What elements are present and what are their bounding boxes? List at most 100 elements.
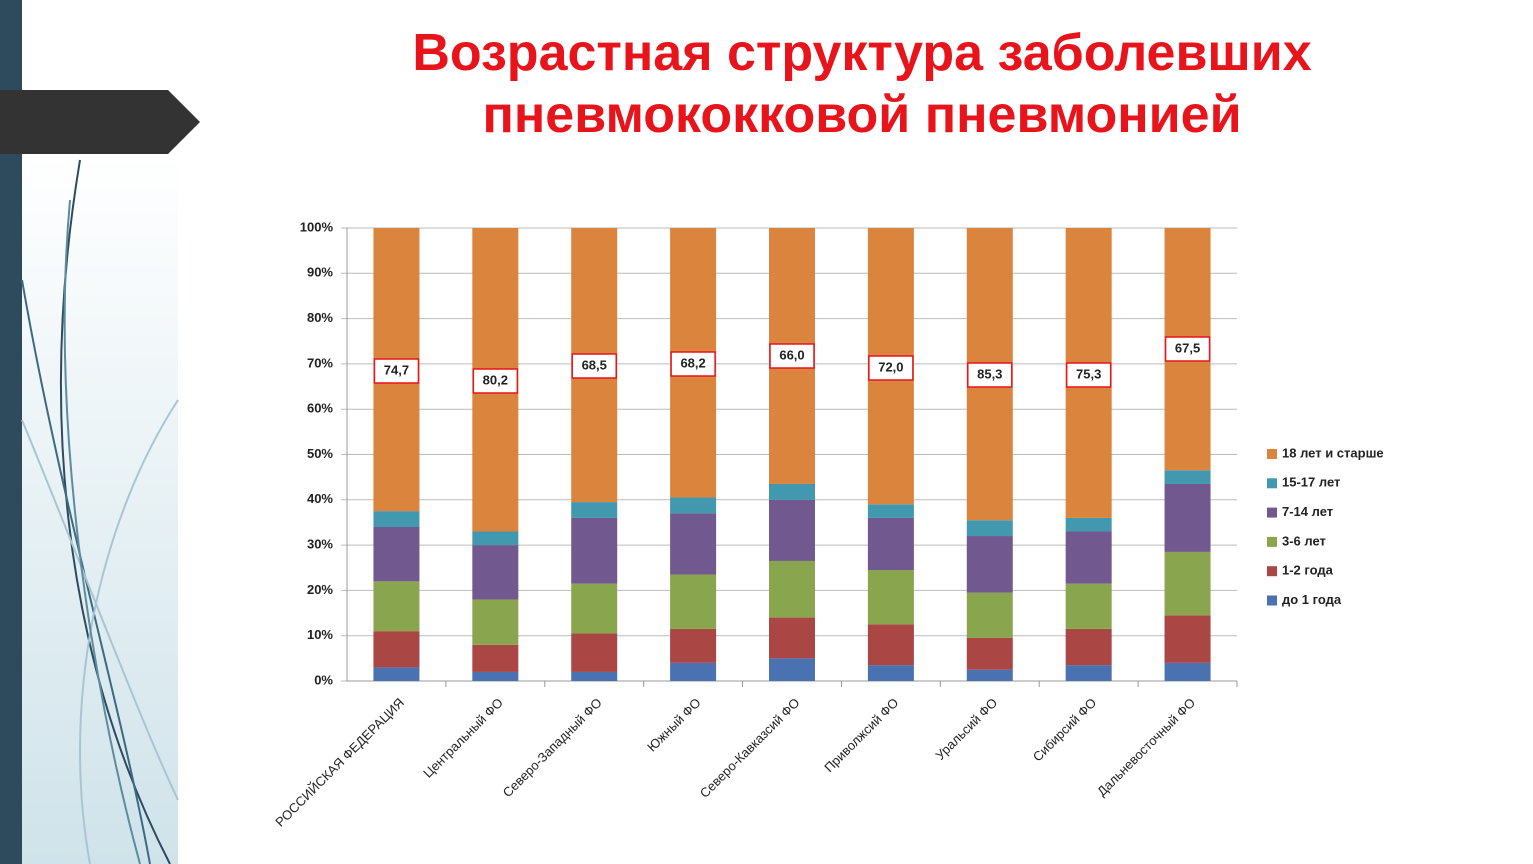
bar-segment [571,671,618,681]
bar-segment [769,483,815,500]
bar-segment [1164,551,1211,616]
bar-segment [472,545,519,600]
annotation: 68,5 [582,357,607,372]
annotation: 66,0 [779,347,804,362]
title: Возрастная структура заболевших пневмоко… [412,24,1312,144]
legend-label: 18 лет и старше [1282,445,1384,460]
side-panel [22,155,178,864]
bar-segment [769,617,815,659]
legend-swatch [1267,566,1277,577]
bar-segment [966,536,1013,593]
x-tick-label: Уральсий ФО [932,695,1000,763]
y-tick-label: 60% [307,401,333,416]
annotation-box [967,362,1013,388]
bar-segment [1065,665,1112,681]
x-tick-label: Северо-Кавказсий ФО [697,695,803,801]
bar-segment [373,511,420,527]
y-tick-label: 50% [307,446,333,461]
y-tick-label: 90% [307,265,333,280]
y-tick-label: 10% [307,627,333,642]
bar-segment [1164,615,1211,663]
legend-label: до 1 года [1282,592,1342,607]
bar-segment [571,517,618,584]
y-tick-label: 70% [307,355,333,370]
legend-label: 1-2 года [1282,563,1334,578]
x-tick-label: Центральный ФО [420,695,506,781]
bar-segment [867,570,914,625]
bar-segment [472,599,519,645]
bar-segment [571,633,618,672]
legend-label: 15-17 лет [1282,475,1340,490]
bar-segment [670,662,717,681]
x-tick-label: РОССИЙСКАЯ ФЕДЕРАЦИЯ [272,695,407,830]
y-tick-label: 80% [307,310,333,325]
bar-segment [867,624,914,666]
legend-swatch [1267,536,1277,547]
bar-segment [472,644,519,672]
bar-segment [1065,628,1112,666]
x-tick-label: Дальневосточный ФО [1094,695,1198,799]
annotation: 68,2 [680,355,705,370]
bar-segment [867,517,914,571]
bar-segment [571,583,618,634]
annotation-box [571,353,617,379]
y-tick-label: 0% [314,672,333,687]
annotation-box [670,351,716,377]
bar-segment [769,658,815,681]
annotation: 80,2 [483,372,508,387]
legend-label: 3-6 лет [1282,533,1326,548]
bar-segment [472,531,519,546]
y-tick-label: 30% [307,537,333,552]
bar-segment [769,560,815,618]
legend-swatch [1267,595,1277,606]
bar-segment [769,499,815,561]
bar-segment [670,497,717,514]
legend-swatch [1267,449,1277,459]
annotation-box [868,355,914,381]
bar-segment [966,592,1013,638]
x-tick-label: Южный ФО [644,695,704,755]
bar-segment [1164,662,1211,681]
annotation: 72,0 [878,359,903,374]
bar-segment [1065,531,1112,584]
x-tick-label: Сибирсий ФО [1030,695,1099,764]
y-tick-label: 100% [300,219,334,234]
bar-segment [966,669,1013,681]
bar-segment [670,574,717,629]
annotation-box [769,343,815,369]
bar-segment [373,581,420,632]
bar-segment [1065,583,1112,629]
side-strip [0,0,22,864]
annotation-box [1164,336,1211,362]
bar-segment [472,671,519,681]
annotation-box [1065,362,1112,388]
bar-segment [373,631,420,668]
legend-label: 7-14 лет [1282,504,1333,519]
bar-segment [966,637,1013,670]
decor-curves [21,159,179,864]
x-tick-label: Северо-Западный ФО [500,695,605,800]
tab-arrow [0,90,200,154]
y-tick-label: 40% [307,491,333,506]
bar-segment [1065,517,1112,532]
bar-segment [867,665,914,681]
annotation: 75,3 [1076,366,1101,381]
annotation: 67,5 [1175,340,1200,355]
annotation: 74,7 [384,362,409,377]
bar-segment [670,628,717,663]
legend-swatch [1267,507,1277,518]
x-tick-label: Приволжсий ФО [821,695,901,775]
annotation: 85,3 [977,366,1002,381]
bar-segment [373,526,420,582]
bar-segment [670,513,717,575]
bar-segment [966,520,1013,537]
legend-swatch [1267,478,1277,489]
annotation-box [373,358,420,384]
bar-segment [1164,470,1211,484]
bar-segment [867,504,914,518]
bar-segment [571,502,618,518]
y-tick-label: 20% [307,582,333,597]
bar-segment [1164,483,1211,552]
